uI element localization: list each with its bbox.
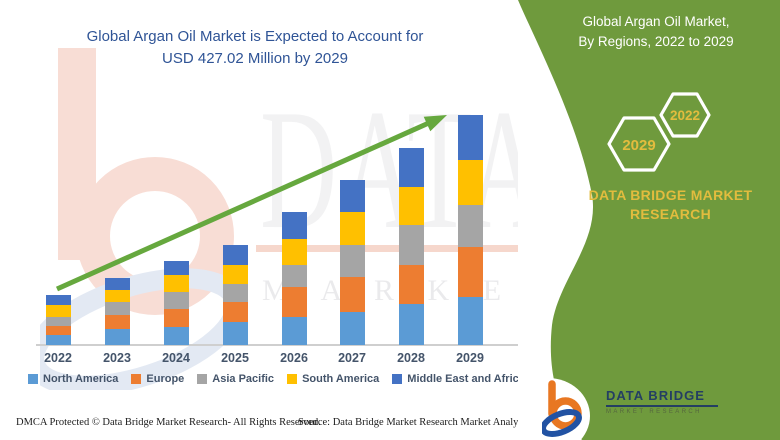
legend-label: South America	[302, 373, 380, 385]
bar-segment-2024-middle-east-and-africa	[163, 261, 189, 275]
bar-segment-2023-asia-pacific	[104, 302, 130, 315]
logo-name: DATA BRIDGE	[606, 388, 718, 407]
dmca-copyright-text: DMCA Protected © Data Bridge Market Rese…	[16, 417, 321, 428]
x-axis-label-2024: 2024	[162, 351, 190, 365]
chart-title: Global Argan Oil Market is Expected to A…	[40, 26, 470, 70]
bar-segment-2027-europe	[339, 277, 365, 312]
chart-title-line2: USD 427.02 Million by 2029	[162, 49, 348, 67]
chart-legend: North America Europe Asia Pacific South Ame…	[28, 373, 525, 385]
legend-label: Europe	[146, 373, 185, 385]
x-axis-label-2025: 2025	[221, 351, 249, 365]
bar-segment-2027-middle-east-and-africa	[339, 180, 365, 212]
bar-segment-2029-europe	[457, 247, 483, 297]
bar-segment-2026-south-america	[281, 239, 307, 265]
right-panel: Global Argan Oil Market, By Regions, 202…	[518, 0, 780, 440]
bar-segment-2024-north-america	[163, 327, 189, 345]
databridge-logo: DATA BRIDGE MARKET RESEARCH	[542, 380, 762, 438]
bar-segment-2023-middle-east-and-africa	[104, 278, 130, 290]
x-axis-line	[36, 344, 528, 346]
bar-segment-2025-asia-pacific	[222, 284, 248, 302]
bar-segment-2028-middle-east-and-africa	[398, 148, 424, 187]
bar-segment-2023-south-america	[104, 290, 130, 302]
legend-item-middle-east-and-africa: Middle East and Africa	[392, 373, 525, 385]
bar-segment-2028-north-america	[398, 304, 424, 345]
panel-heading: Global Argan Oil Market, By Regions, 202…	[546, 12, 766, 53]
bar-segment-2022-europe	[45, 326, 71, 335]
trend-arrow	[55, 115, 447, 292]
x-axis-label-2029: 2029	[456, 351, 484, 365]
hexagon-2029	[607, 116, 671, 172]
legend-swatch	[197, 374, 208, 384]
bar-segment-2028-europe	[398, 265, 424, 304]
x-axis-label-2026: 2026	[280, 351, 308, 365]
databridge-wordmark: DATA BRIDGE MARKET RESEARCH	[606, 388, 718, 415]
bar-segment-2025-north-america	[222, 322, 248, 345]
databridge-logo-icon	[542, 380, 582, 437]
brand-heading: DATA BRIDGE MARKET RESEARCH	[568, 186, 773, 224]
legend-swatch	[392, 374, 403, 384]
stacked-bar-chart	[36, 115, 528, 346]
legend-swatch	[287, 374, 298, 384]
legend-swatch	[28, 374, 38, 384]
bar-segment-2027-asia-pacific	[339, 245, 365, 277]
x-axis-label-2028: 2028	[397, 351, 425, 365]
bar-segment-2029-middle-east-and-africa	[457, 115, 483, 160]
bar-2025	[222, 245, 248, 345]
bar-segment-2024-south-america	[163, 275, 189, 292]
bar-segment-2029-asia-pacific	[457, 205, 483, 247]
chart-title-line1: Global Argan Oil Market is Expected to A…	[86, 28, 424, 45]
hexagon-2022	[659, 92, 711, 138]
bar-segment-2023-europe	[104, 315, 130, 329]
legend-swatch	[131, 374, 142, 384]
bar-segment-2025-south-america	[222, 265, 248, 284]
bar-segment-2027-south-america	[339, 212, 365, 245]
legend-item-europe: Europe	[131, 373, 184, 385]
panel-heading-line2: By Regions, 2022 to 2029	[578, 34, 734, 50]
legend-label: Asia Pacific	[212, 373, 275, 385]
legend-label: North America	[43, 373, 119, 385]
bar-segment-2024-asia-pacific	[163, 292, 189, 309]
legend-item-asia-pacific: Asia Pacific	[197, 373, 274, 385]
brand-heading-line1: DATA BRIDGE MARKET	[588, 187, 753, 203]
bar-segment-2028-asia-pacific	[398, 225, 424, 265]
bar-segment-2022-middle-east-and-africa	[45, 295, 71, 305]
bar-segment-2026-asia-pacific	[281, 265, 307, 287]
hexagon-2029-label: 2029	[622, 137, 655, 154]
legend-label: Middle East and Africa	[407, 373, 525, 385]
brand-heading-line2: RESEARCH	[630, 205, 711, 222]
bar-2028	[398, 148, 424, 345]
bar-2023	[104, 278, 130, 345]
bar-segment-2025-middle-east-and-africa	[222, 245, 248, 265]
bar-segment-2026-middle-east-and-africa	[281, 212, 307, 239]
x-axis-label-2027: 2027	[338, 351, 366, 365]
legend-item-north-america: North America	[28, 373, 118, 385]
bar-2029	[457, 115, 483, 345]
bar-2027	[339, 180, 365, 345]
bar-segment-2029-south-america	[457, 160, 483, 205]
bar-2022	[45, 295, 71, 345]
bar-2024	[163, 261, 189, 345]
bar-segment-2022-south-america	[45, 305, 71, 317]
bar-segment-2022-north-america	[45, 335, 71, 345]
hexagon-2022-label: 2022	[670, 108, 700, 123]
bar-2026	[281, 212, 307, 345]
trend-arrow-head	[423, 115, 447, 132]
bar-segment-2025-europe	[222, 302, 248, 322]
logo-subtitle: MARKET RESEARCH	[606, 409, 702, 415]
bar-segment-2026-europe	[281, 287, 307, 317]
bar-segment-2026-north-america	[281, 317, 307, 345]
bar-segment-2028-south-america	[398, 187, 424, 225]
legend-item-south-america: South America	[287, 373, 379, 385]
x-axis-label-2023: 2023	[103, 351, 131, 365]
year-hexagons: 2029 2022	[607, 92, 711, 172]
bar-segment-2023-north-america	[104, 329, 130, 345]
panel-heading-line1: Global Argan Oil Market,	[582, 14, 730, 29]
x-axis-label-2022: 2022	[44, 351, 72, 365]
bar-segment-2027-north-america	[339, 312, 365, 345]
bar-segment-2024-europe	[163, 309, 189, 327]
source-text: Source: Data Bridge Market Research Mark…	[298, 417, 581, 428]
bar-segment-2022-asia-pacific	[45, 317, 71, 326]
bar-segment-2029-north-america	[457, 297, 483, 345]
